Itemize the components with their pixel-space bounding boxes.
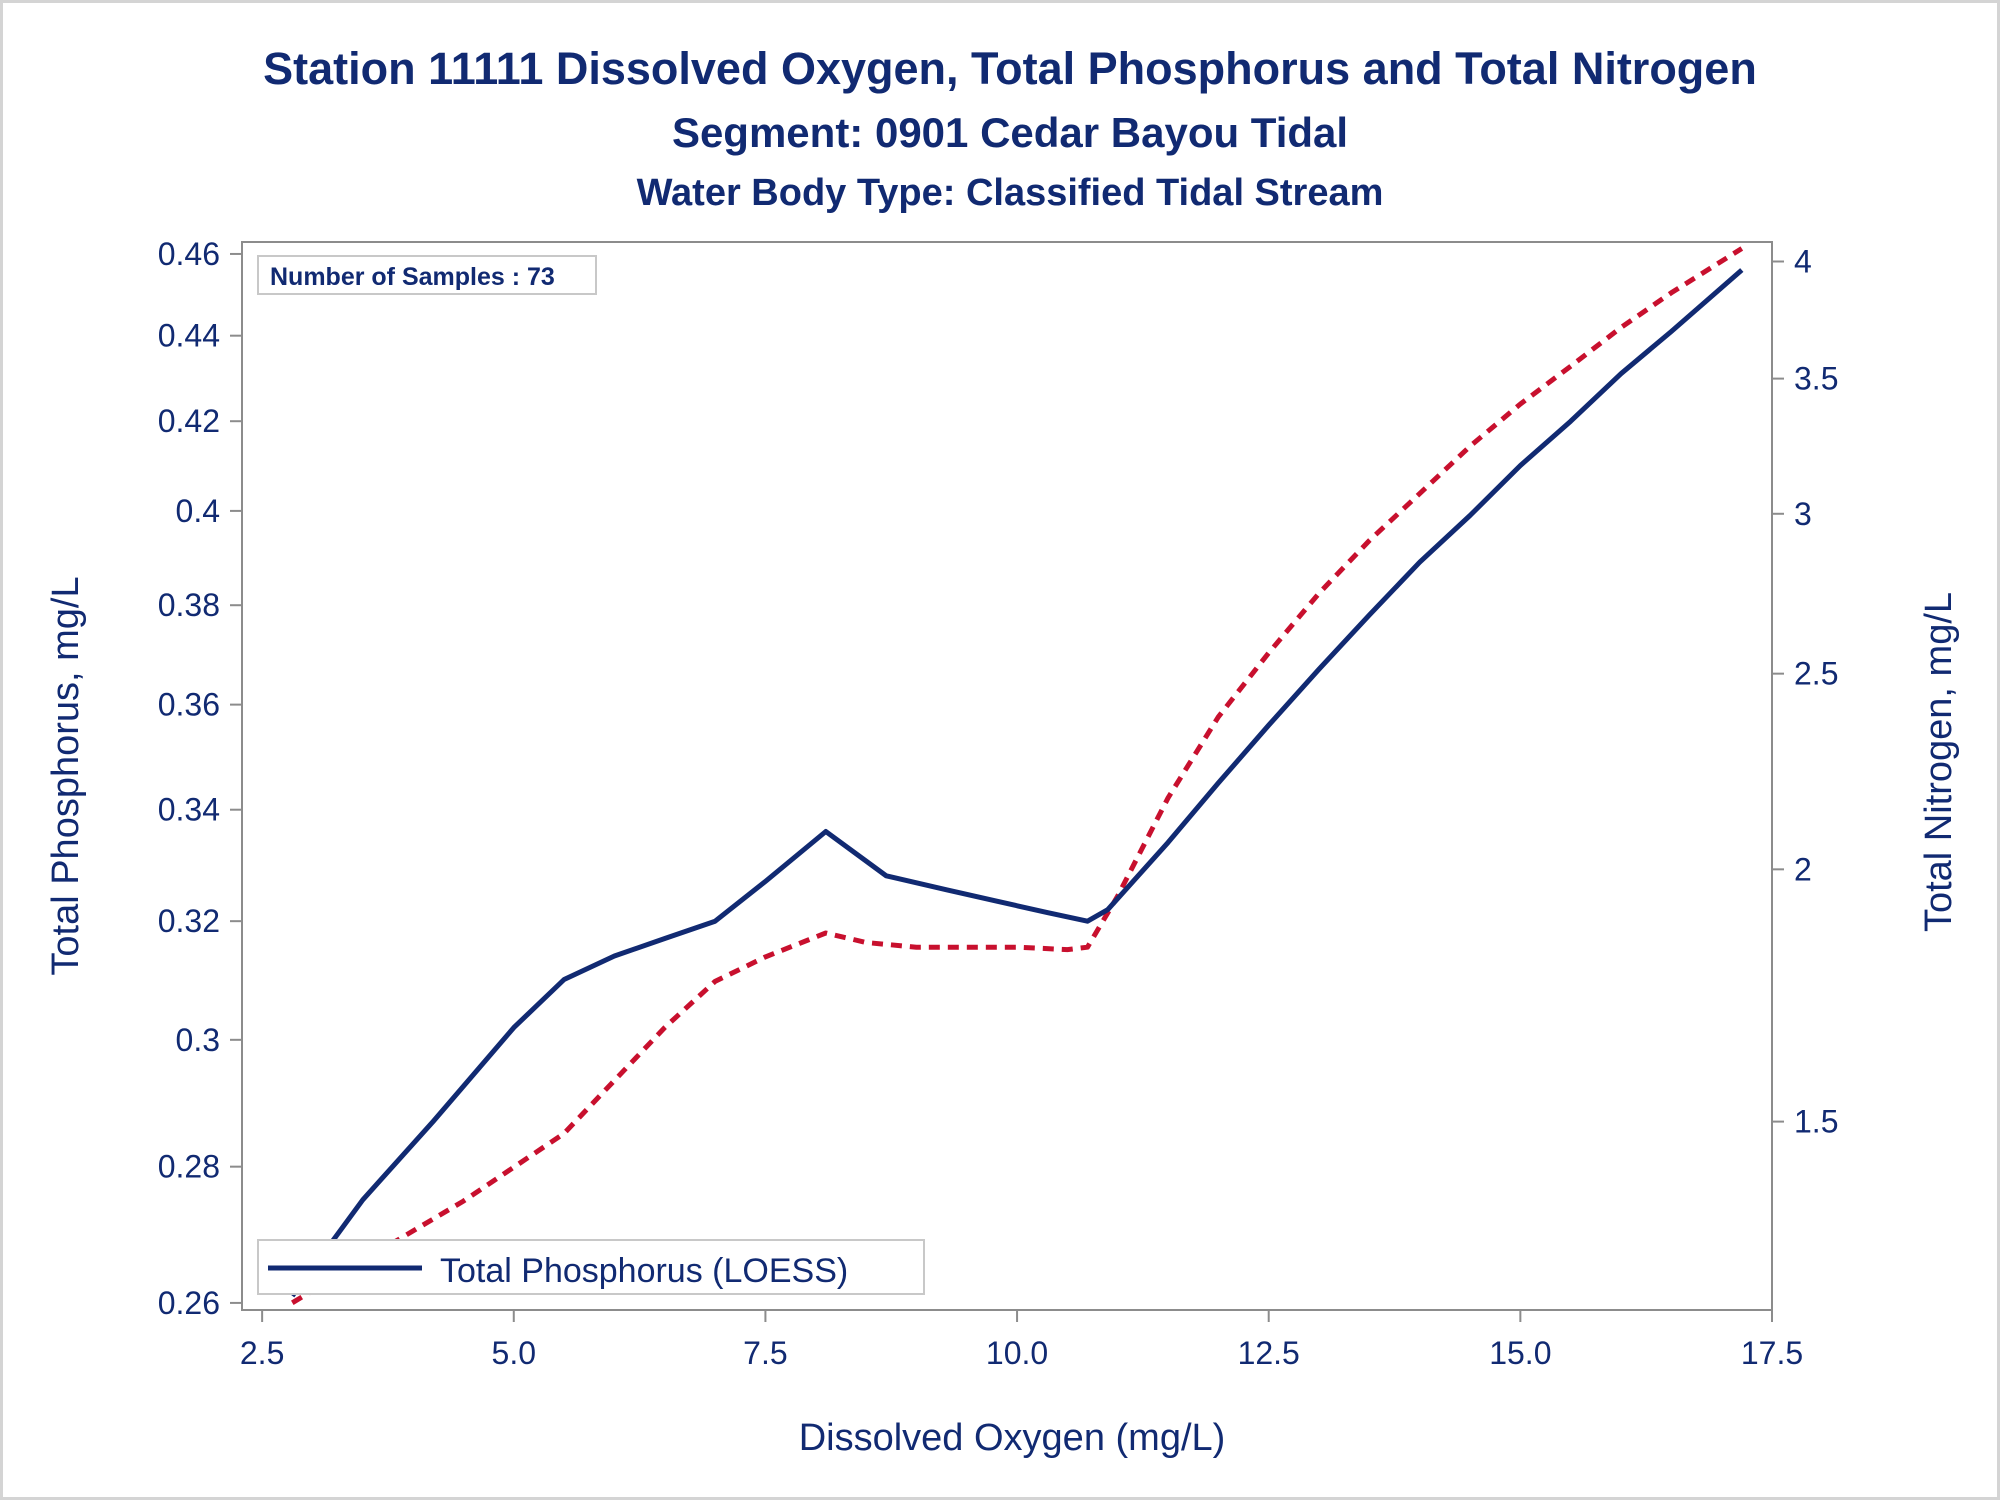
x-tick-label: 5.0: [492, 1335, 536, 1371]
y-tick-label: 0.28: [158, 1149, 220, 1185]
y2-tick-label: 4: [1794, 244, 1812, 280]
x-axis-label: Dissolved Oxygen (mg/L): [799, 1417, 1226, 1459]
annotation-text: Number of Samples : 73: [270, 263, 555, 291]
series-line-total-nitrogen: [291, 246, 1744, 1305]
x-tick-label: 12.5: [1238, 1335, 1300, 1371]
x-tick-label: 17.5: [1741, 1335, 1803, 1371]
y-axis-left: 0.26 0.28 0.3 0.32 0.34 0.36 0.38 0.4 0.42 0.44 0.…: [158, 236, 242, 1321]
y2-tick-label: 1.5: [1794, 1104, 1838, 1140]
sample-count-annotation: Number of Samples : 73: [257, 255, 597, 295]
x-tick-label: 2.5: [240, 1335, 284, 1371]
series-layer: [290, 246, 1744, 1305]
y-tick-label: 0.26: [158, 1285, 220, 1321]
y-tick-label: 0.38: [158, 587, 220, 623]
series-line-total-phosphorus: [290, 268, 1744, 1298]
y-tick-label: 0.42: [158, 403, 220, 439]
chart-subtitle-2: Water Body Type: Classified Tidal Stream: [637, 172, 1384, 214]
y2-axis-label: Total Nitrogen, mg/L: [1918, 592, 1960, 932]
y-tick-label: 0.32: [158, 903, 220, 939]
y2-tick-label: 2: [1794, 851, 1812, 887]
y-tick-label: 0.44: [158, 318, 220, 354]
x-axis: 2.5 5.0 7.5 10.0 12.5 15.0 17.5: [240, 1310, 1803, 1371]
legend-label: Total Phosphorus (LOESS): [440, 1252, 848, 1290]
y2-tick-label: 3: [1794, 496, 1812, 532]
y2-tick-label: 2.5: [1794, 656, 1838, 692]
y-tick-label: 0.34: [158, 792, 220, 828]
plot-area: [241, 241, 1773, 1311]
chart-subtitle: Segment: 0901 Cedar Bayou Tidal: [672, 109, 1348, 156]
y-tick-label: 0.46: [158, 236, 220, 272]
y2-tick-label: 3.5: [1794, 361, 1838, 397]
y-axis-label: Total Phosphorus, mg/L: [45, 576, 87, 975]
chart-title: Station 11111 Dissolved Oxygen, Total Ph…: [263, 43, 1757, 94]
x-tick-label: 7.5: [743, 1335, 787, 1371]
x-tick-label: 10.0: [986, 1335, 1048, 1371]
legend: Total Phosphorus (LOESS): [257, 1239, 925, 1295]
annotation-box: [257, 255, 597, 295]
x-tick-label: 15.0: [1489, 1335, 1551, 1371]
y-tick-label: 0.4: [176, 493, 220, 529]
y-tick-label: 0.36: [158, 687, 220, 723]
y-tick-label: 0.3: [176, 1022, 220, 1058]
y-axis-right: 1.5 2 2.5 3 3.5 4: [1772, 244, 1838, 1140]
